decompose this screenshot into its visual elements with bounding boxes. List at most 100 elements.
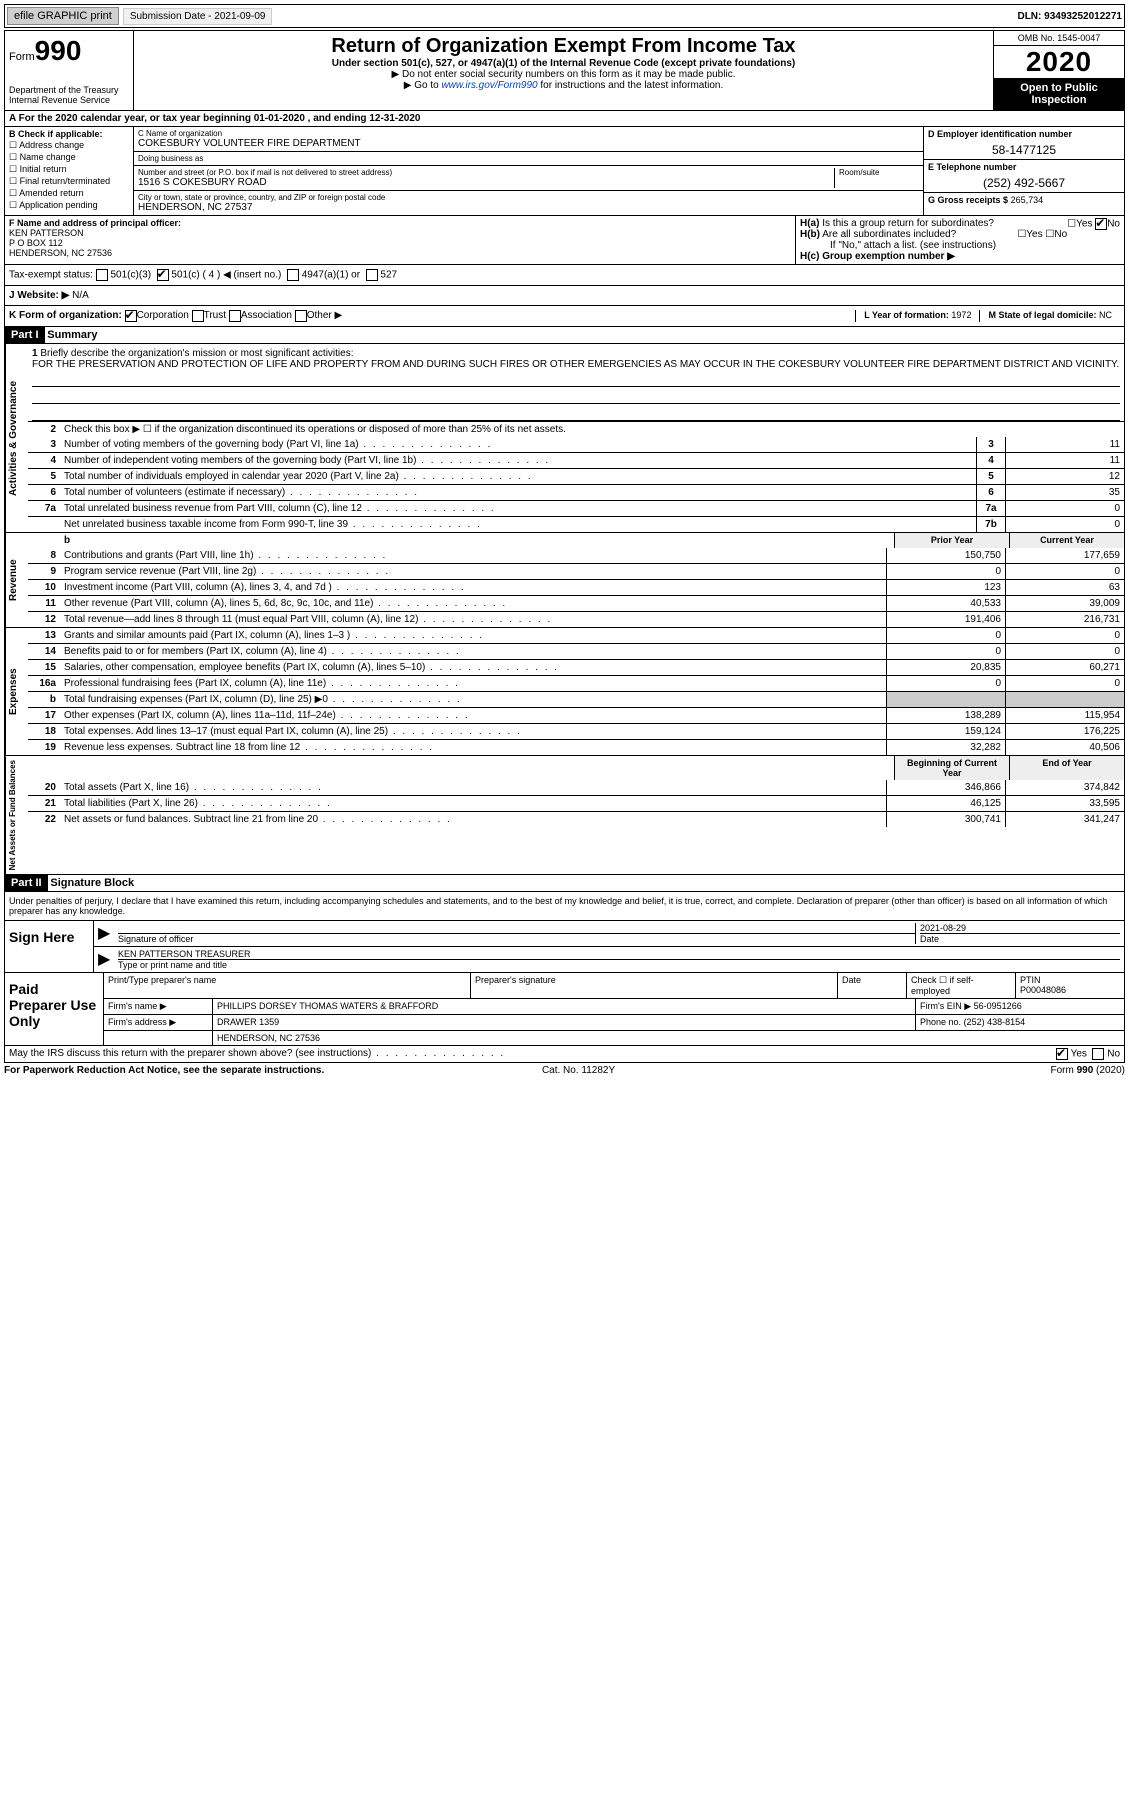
part1-header: Part I Summary	[4, 327, 1125, 344]
table-row: 17Other expenses (Part IX, column (A), l…	[28, 707, 1124, 723]
row-fh: F Name and address of principal officer:…	[4, 216, 1125, 265]
col-headers-rev: b Prior Year Current Year	[28, 533, 1124, 548]
table-row: 5Total number of individuals employed in…	[28, 468, 1124, 484]
top-bar: efile GRAPHIC print Submission Date - 20…	[4, 4, 1125, 28]
chk-final[interactable]: ☐ Final return/terminated	[9, 176, 129, 187]
col-f: F Name and address of principal officer:…	[5, 216, 795, 264]
form-number: 990	[35, 35, 82, 66]
chk-trust[interactable]	[192, 310, 204, 322]
form-subtitle: Under section 501(c), 527, or 4947(a)(1)…	[138, 58, 989, 69]
efile-button[interactable]: efile GRAPHIC print	[7, 7, 119, 25]
table-row: 11Other revenue (Part VIII, column (A), …	[28, 595, 1124, 611]
table-row: 4Number of independent voting members of…	[28, 452, 1124, 468]
prep-row-2: Firm's name ▶ PHILLIPS DORSEY THOMAS WAT…	[104, 999, 1124, 1015]
chk-name[interactable]: ☐ Name change	[9, 152, 129, 163]
table-row: 13Grants and similar amounts paid (Part …	[28, 628, 1124, 643]
street-cell: Number and street (or P.O. box if mail i…	[134, 166, 923, 191]
header-right: OMB No. 1545-0047 2020 Open to Public In…	[993, 31, 1124, 110]
line-1: 1 Briefly describe the organization's mi…	[28, 344, 1124, 421]
tax-year: 2020	[994, 46, 1124, 78]
state-domicile: M State of legal domicile: NC	[979, 310, 1120, 322]
preparer-block: Paid Preparer Use Only Print/Type prepar…	[4, 973, 1125, 1046]
table-row: 6Total number of volunteers (estimate if…	[28, 484, 1124, 500]
table-row: 22Net assets or fund balances. Subtract …	[28, 811, 1124, 827]
part2-header: Part II Signature Block	[4, 875, 1125, 892]
chk-other[interactable]	[295, 310, 307, 322]
table-row: 8Contributions and grants (Part VIII, li…	[28, 548, 1124, 563]
city-cell: City or town, state or province, country…	[134, 191, 923, 215]
form-header: Form990 Department of the Treasury Inter…	[4, 30, 1125, 111]
preparer-label: Paid Preparer Use Only	[5, 973, 104, 1045]
table-row: 9Program service revenue (Part VIII, lin…	[28, 563, 1124, 579]
name-arrow-icon: ▶	[98, 949, 118, 970]
officer-name: KEN PATTERSON TREASURER Type or print na…	[118, 949, 1120, 970]
vlabel-expenses: Expenses	[5, 628, 28, 755]
col-c: C Name of organization COKESBURY VOLUNTE…	[134, 127, 923, 215]
prep-row-1: Print/Type preparer's name Preparer's si…	[104, 973, 1124, 999]
table-row: 14Benefits paid to or for members (Part …	[28, 643, 1124, 659]
form-title: Return of Organization Exempt From Incom…	[138, 35, 989, 58]
summary-netassets: Net Assets or Fund Balances Beginning of…	[4, 756, 1125, 875]
irs-link[interactable]: www.irs.gov/Form990	[441, 80, 537, 91]
declaration: Under penalties of perjury, I declare th…	[4, 892, 1125, 921]
table-row: 18Total expenses. Add lines 13–17 (must …	[28, 723, 1124, 739]
chk-4947[interactable]	[287, 269, 299, 281]
omb-number: OMB No. 1545-0047	[994, 31, 1124, 46]
summary-governance: Activities & Governance 1 Briefly descri…	[4, 344, 1125, 533]
ein-cell: D Employer identification number 58-1477…	[924, 127, 1124, 160]
table-row: 21Total liabilities (Part X, line 26)46,…	[28, 795, 1124, 811]
open-inspection: Open to Public Inspection	[994, 78, 1124, 110]
col-de: D Employer identification number 58-1477…	[923, 127, 1124, 215]
section-a: A For the 2020 calendar year, or tax yea…	[4, 111, 1125, 127]
website-row: J Website: ▶ N/A	[4, 286, 1125, 306]
submission-date: Submission Date - 2021-09-09	[123, 8, 273, 25]
chk-501c4[interactable]	[157, 269, 169, 281]
chk-527[interactable]	[366, 269, 378, 281]
discuss-yes[interactable]	[1056, 1048, 1068, 1060]
form-label: Form	[9, 51, 35, 63]
table-row: 12Total revenue—add lines 8 through 11 (…	[28, 611, 1124, 627]
chk-assoc[interactable]	[229, 310, 241, 322]
prep-row-3: Firm's address ▶ DRAWER 1359 Phone no. (…	[104, 1015, 1124, 1031]
note-link: ▶ Go to www.irs.gov/Form990 for instruct…	[138, 80, 989, 91]
dept-label: Department of the Treasury Internal Reve…	[9, 85, 129, 105]
chk-amended[interactable]: ☐ Amended return	[9, 188, 129, 199]
mission-text: FOR THE PRESERVATION AND PROTECTION OF L…	[32, 359, 1119, 370]
vlabel-netassets: Net Assets or Fund Balances	[5, 756, 28, 874]
table-row: 20Total assets (Part X, line 16)346,8663…	[28, 780, 1124, 795]
chk-address[interactable]: ☐ Address change	[9, 140, 129, 151]
header-left: Form990 Department of the Treasury Inter…	[5, 31, 134, 110]
year-formation: L Year of formation: 1972	[855, 310, 979, 322]
note-ssn: ▶ Do not enter social security numbers o…	[138, 69, 989, 80]
table-row: 16aProfessional fundraising fees (Part I…	[28, 675, 1124, 691]
final-footer: For Paperwork Reduction Act Notice, see …	[4, 1063, 1125, 1078]
chk-corp[interactable]	[125, 310, 137, 322]
table-row: Net unrelated business taxable income fr…	[28, 516, 1124, 532]
phone-cell: E Telephone number (252) 492-5667	[924, 160, 1124, 193]
sign-date: 2021-08-29 Date	[915, 923, 1120, 944]
vlabel-governance: Activities & Governance	[5, 344, 28, 532]
table-row: 19Revenue less expenses. Subtract line 1…	[28, 739, 1124, 755]
summary-revenue: Revenue b Prior Year Current Year 8Contr…	[4, 533, 1125, 628]
line-2: 2Check this box ▶ ☐ if the organization …	[28, 421, 1124, 437]
chk-pending[interactable]: ☐ Application pending	[9, 200, 129, 211]
discuss-row: May the IRS discuss this return with the…	[4, 1046, 1125, 1063]
org-name-cell: C Name of organization COKESBURY VOLUNTE…	[134, 127, 923, 152]
sign-block: Sign Here ▶ Signature of officer 2021-08…	[4, 921, 1125, 973]
signature-field[interactable]: Signature of officer	[118, 923, 915, 944]
chk-501c3[interactable]	[96, 269, 108, 281]
discuss-no[interactable]	[1092, 1048, 1104, 1060]
form-page: Form 990 (2020)	[1050, 1065, 1124, 1076]
col-h: H(a) Is this a group return for subordin…	[795, 216, 1124, 264]
chk-initial[interactable]: ☐ Initial return	[9, 164, 129, 175]
vlabel-revenue: Revenue	[5, 533, 28, 627]
row-bc: B Check if applicable: ☐ Address change …	[4, 127, 1125, 216]
sign-arrow-icon: ▶	[98, 923, 118, 944]
table-row: 15Salaries, other compensation, employee…	[28, 659, 1124, 675]
header-center: Return of Organization Exempt From Incom…	[134, 31, 993, 110]
table-row: 10Investment income (Part VIII, column (…	[28, 579, 1124, 595]
col-headers-net: Beginning of Current Year End of Year	[28, 756, 1124, 780]
table-row: bTotal fundraising expenses (Part IX, co…	[28, 691, 1124, 707]
ha-no-check[interactable]	[1095, 218, 1107, 230]
tax-status-row: Tax-exempt status: 501(c)(3) 501(c) ( 4 …	[4, 265, 1125, 286]
